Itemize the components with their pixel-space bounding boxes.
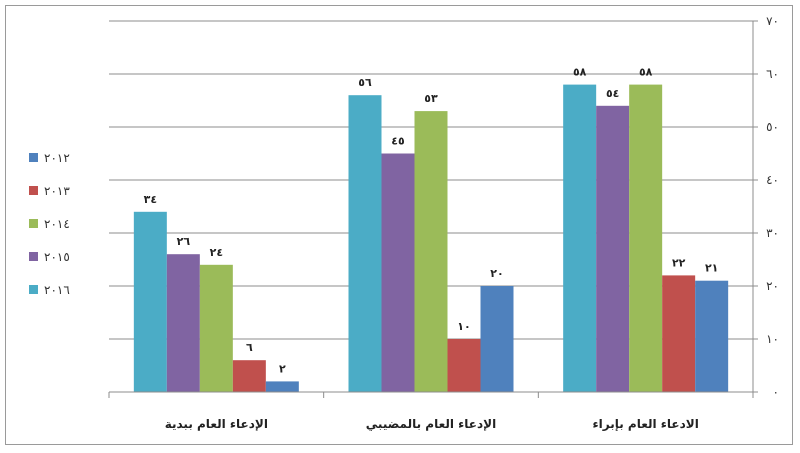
legend-label: ٢٠١٥: [44, 250, 70, 264]
y-tick-label: ٧٠: [766, 14, 779, 28]
data-label: ٦: [246, 341, 253, 354]
legend-label: ٢٠١٢: [44, 151, 70, 165]
bar: [348, 95, 382, 392]
axes: ٠ ١٠ ٢٠ ٣٠ ٤٠ ٥٠ ٦٠ ٧٠ الادعاء العام بإبراء الإدع…: [108, 14, 779, 432]
data-label: ٤٥: [391, 135, 405, 148]
bar: [695, 280, 729, 392]
legend: ٢٠١٢ ٢٠١٣ ٢٠١٤ ٢٠١٥ ٢٠١٦: [29, 151, 70, 297]
y-tick-label: ٢٠: [766, 279, 779, 293]
bar: [629, 84, 663, 392]
data-labels: ٥٨ ٥٤ ٥٨ ٢٢ ٢١ ٥٦ ٤٥ ٥٣ ١٠ ٢٠ ٣٤ ٢٦ ٢٤ ٦ ٢: [144, 66, 719, 376]
bar: [381, 153, 415, 392]
bar: [414, 111, 448, 392]
data-label: ٥٨: [573, 66, 587, 79]
bar: [662, 275, 696, 392]
chart-frame: ٠ ١٠ ٢٠ ٣٠ ٤٠ ٥٠ ٦٠ ٧٠ الادعاء العام بإبراء الإدع…: [5, 5, 793, 445]
bar: [596, 105, 630, 393]
bar: [133, 211, 167, 392]
bar: [199, 264, 233, 392]
data-label: ٥٦: [358, 76, 372, 89]
x-category-label: الإدعاء العام بالمضيبي: [366, 417, 496, 432]
data-label: ٣٤: [144, 193, 157, 206]
x-category-label: الإدعاء العام ببدية: [165, 417, 268, 432]
legend-label: ٢٠١٦: [44, 283, 70, 297]
bars: [133, 84, 729, 393]
y-tick-label: ٠: [773, 385, 779, 399]
y-tick-label: ٤٠: [766, 173, 779, 187]
y-tick-label: ٣٠: [766, 226, 779, 240]
y-tick-label: ٦٠: [766, 67, 779, 81]
data-label: ٥٤: [606, 87, 619, 100]
bar: [563, 84, 597, 392]
data-label: ٢: [279, 362, 286, 375]
data-label: ٢٢: [672, 256, 686, 269]
legend-label: ٢٠١٣: [44, 184, 70, 198]
y-tick-label: ٥٠: [766, 120, 779, 134]
y-tick-label: ١٠: [766, 332, 779, 346]
data-label: ٥٣: [424, 92, 438, 105]
x-category-label: الادعاء العام بإبراء: [593, 417, 699, 432]
data-label: ٢٠: [490, 267, 503, 280]
bar: [480, 286, 514, 392]
bar: [232, 360, 266, 392]
bar: [166, 254, 200, 392]
legend-swatch: [29, 153, 38, 162]
legend-swatch: [29, 219, 38, 228]
legend-swatch: [29, 252, 38, 261]
data-label: ١٠: [457, 320, 470, 333]
legend-swatch: [29, 285, 38, 294]
data-label: ٥٨: [639, 66, 653, 79]
legend-label: ٢٠١٤: [44, 217, 70, 231]
data-label: ٢٦: [177, 235, 191, 248]
data-label: ٢٤: [210, 246, 223, 259]
bar-chart: ٠ ١٠ ٢٠ ٣٠ ٤٠ ٥٠ ٦٠ ٧٠ الادعاء العام بإبراء الإدع…: [29, 14, 779, 432]
data-label: ٢١: [705, 262, 718, 275]
legend-swatch: [29, 186, 38, 195]
bar: [265, 381, 299, 392]
bar: [447, 339, 481, 392]
